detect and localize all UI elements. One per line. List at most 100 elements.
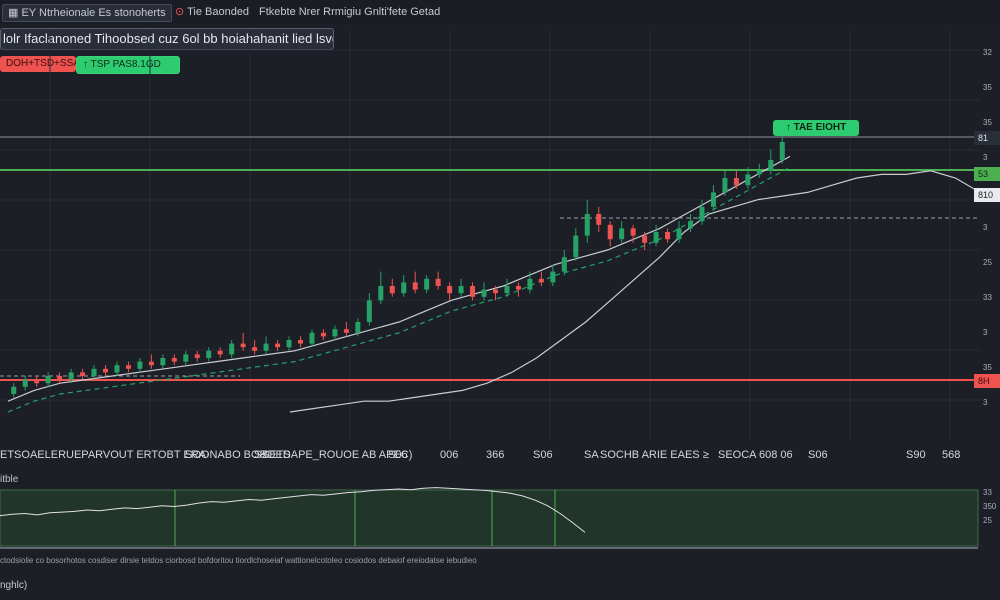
candle-body [401, 282, 407, 294]
tab-alerts-label: Tie Baonded [187, 6, 250, 18]
chart-grid [0, 30, 980, 440]
candle-body [504, 286, 510, 294]
price-axis-label: 3 [983, 153, 988, 162]
ticker-segment: 006 [440, 449, 459, 461]
price-axis-label: 35 [983, 363, 992, 372]
arrow-up-icon: ↑ [83, 59, 88, 70]
price-axis-label: 25 [983, 258, 992, 267]
level-lines [0, 136, 1000, 381]
sub-axis-label: 33 [983, 488, 992, 497]
price-chart[interactable] [0, 30, 1000, 440]
tab-chart[interactable]: ▦ EY Ntrheionale Es stonoherts [2, 4, 172, 22]
candle-body [275, 343, 281, 348]
candle-body [378, 286, 384, 301]
candle-body [80, 372, 86, 376]
candle-body [653, 232, 659, 243]
candle-body [252, 347, 258, 351]
ticker-segment: 366 [486, 449, 505, 461]
ticker-segment: SOONABO BORDED [185, 449, 291, 461]
candle-body [68, 372, 74, 380]
tab-chart-label: EY Ntrheionale Es stonoherts [21, 7, 166, 19]
candle-body [160, 358, 166, 366]
candle-body [424, 278, 430, 290]
candle-body [343, 329, 349, 333]
ticker-segment: S06 [808, 449, 828, 461]
ma-slow-line [289, 170, 981, 413]
candle-body [607, 224, 613, 240]
footer-label: nghlc) [0, 580, 28, 591]
candle-body [22, 379, 28, 387]
bell-icon: ⊙ [175, 6, 185, 18]
candle-body [538, 278, 544, 283]
chart-icon: ▦ [8, 7, 19, 19]
candle-body [148, 361, 154, 366]
buy-badge[interactable]: ↑ TSP PAS8.1GD [76, 56, 180, 74]
mid-price-tag: 810 [974, 188, 1000, 202]
candle-body [676, 228, 682, 240]
candle-body [699, 206, 705, 222]
candle-body [320, 332, 326, 337]
price-axis-label: 35 [983, 83, 992, 92]
candle-body [229, 343, 235, 355]
top-bar: ▦ EY Ntrheionale Es stonoherts ⊙ Tie Bao… [0, 0, 1000, 24]
ticker-strip: ETSOAELERUEPARVOUT ERTOBT ERA· SOONABO BO… [0, 446, 1000, 466]
ticker-segment: SOCHB ARIE EAES ≥ [600, 449, 709, 461]
candle-body [733, 178, 739, 186]
candle-body [332, 329, 338, 337]
ma-dashed-line [7, 166, 791, 413]
candle-body [584, 214, 590, 236]
sub-chart-title: itble [0, 474, 19, 485]
candle-body [183, 354, 189, 362]
candle-body [710, 192, 716, 207]
candle-body [91, 368, 97, 376]
candle-body [756, 170, 762, 175]
price-axis-label: 3 [983, 398, 988, 407]
ticker-segment: S90 [906, 449, 926, 461]
candle-body [573, 235, 579, 258]
candle-body [470, 286, 476, 297]
candle-body [57, 376, 63, 380]
take-profit-label: TAE EIOHT [793, 122, 847, 133]
tab-settings[interactable]: Ftkebte Nrer Rrmigiu Gnlti'fete Getad [254, 4, 445, 20]
candle-body [286, 340, 292, 348]
candle-body [389, 286, 395, 294]
price-axis-label: 3 [983, 223, 988, 232]
candle-body [768, 160, 774, 171]
candle-body [596, 214, 602, 225]
ticker-segment: ETSOAELERUEPARVOUT ERTOBT ERA· [0, 449, 210, 461]
candle-body [263, 343, 269, 351]
price-axis-label: 3 [983, 328, 988, 337]
candle-body [412, 282, 418, 290]
candle-body [630, 228, 636, 236]
candle-body [45, 376, 51, 384]
sub-axis-label: 25 [983, 516, 992, 525]
buy-badge-label: TSP PAS8.1GD [90, 59, 161, 70]
tab-alerts[interactable]: ⊙ Tie Baonded [170, 4, 254, 20]
candle-body [309, 332, 315, 344]
candle-body [561, 257, 567, 272]
candle-body [125, 365, 131, 369]
candle-body [619, 228, 625, 240]
ma-fast-line [7, 155, 791, 402]
candle-body [779, 142, 785, 160]
candle-body [366, 300, 372, 322]
candle-body [206, 350, 212, 358]
sub-chart-area [0, 489, 979, 547]
take-profit-badge[interactable]: ↑ TAE EIOHT [773, 120, 859, 136]
sub-series-line [0, 487, 586, 533]
price-axis-label: 32 [983, 48, 992, 57]
ticker-segment: S06 [533, 449, 553, 461]
moving-averages [7, 155, 981, 413]
candle-body [745, 174, 751, 186]
ticker-segment: SEOCA 608 06 [718, 449, 793, 461]
candle-body [355, 322, 361, 333]
candle-body [11, 386, 17, 394]
candle-body [722, 178, 728, 193]
candle-body [298, 340, 303, 344]
volume-chart[interactable] [0, 482, 1000, 554]
candle-body [137, 361, 143, 369]
ticker-segment: 568 [942, 449, 961, 461]
resistance-price-tag: 81 [974, 131, 1000, 145]
tab-settings-label: Ftkebte Nrer Rrmigiu Gnlti'fete Getad [259, 6, 441, 18]
sell-badge[interactable]: DOH+TSD+SSA [0, 56, 80, 72]
